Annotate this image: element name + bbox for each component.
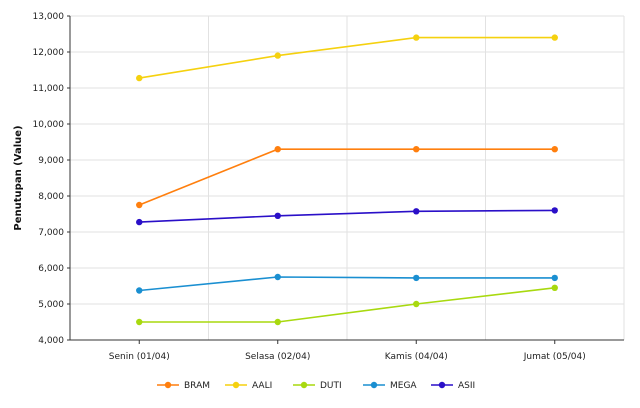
- data-point-bram: [413, 146, 420, 153]
- legend-marker-aali: [232, 381, 240, 389]
- series-line-asii: [139, 209, 555, 223]
- legend-label-asii: ASII: [458, 381, 475, 391]
- data-point-mega: [551, 274, 558, 282]
- data-point-duti: [551, 284, 558, 291]
- y-axis-label: Penutupan (Value): [13, 125, 24, 230]
- legend-marker-bram: [164, 381, 172, 389]
- data-point-mega: [274, 273, 281, 281]
- data-point-asii: [136, 218, 143, 226]
- axis-layer: 4,000 5,000 6,000 7,000 8,000 9,000 10,000 11,0…: [33, 12, 624, 362]
- data-point-asii: [274, 212, 281, 219]
- series-line-aali: [139, 36, 555, 79]
- y-tick-label: 8,000: [38, 192, 64, 202]
- legend-marker-asii: [438, 381, 446, 389]
- data-point-mega: [413, 274, 420, 282]
- data-point-aali: [413, 34, 420, 41]
- x-tick-label: Jumat (05/04): [523, 352, 586, 362]
- y-tick-label: 7,000: [38, 228, 64, 238]
- y-tick-label: 13,000: [33, 12, 65, 22]
- data-point-aali: [136, 74, 143, 82]
- x-tick-label: Kamis (04/04): [385, 352, 448, 362]
- y-tick-label: 6,000: [38, 264, 64, 274]
- y-tick-label: 9,000: [38, 156, 64, 166]
- data-point-duti: [413, 300, 420, 308]
- data-point-aali: [551, 34, 558, 41]
- y-tick-label: 10,000: [33, 120, 65, 130]
- x-tick-label: Selasa (02/04): [245, 352, 310, 362]
- y-tick-label: 12,000: [33, 48, 65, 58]
- grid-layer: [69, 15, 625, 341]
- data-point-asii: [551, 207, 558, 214]
- legend: BRAM AALI DUTI MEGA ASII: [157, 381, 475, 391]
- legend-marker-duti: [300, 381, 308, 389]
- data-point-mega: [136, 287, 143, 294]
- data-point-bram: [551, 146, 558, 153]
- x-tick-label: Senin (01/04): [109, 352, 170, 362]
- legend-label-bram: BRAM: [184, 381, 210, 391]
- legend-label-mega: MEGA: [390, 381, 417, 391]
- data-point-duti: [136, 318, 143, 326]
- series-layer: [136, 34, 558, 326]
- legend-marker-mega: [370, 381, 378, 389]
- data-point-aali: [274, 52, 281, 59]
- data-point-asii: [413, 208, 420, 215]
- y-tick-label: 4,000: [38, 336, 64, 346]
- data-point-bram: [136, 201, 143, 209]
- series-line-mega: [139, 276, 555, 292]
- series-line-bram: [138, 148, 555, 206]
- series-line-duti: [139, 287, 555, 323]
- data-point-bram: [274, 146, 281, 153]
- legend-label-aali: AALI: [252, 381, 272, 391]
- data-point-duti: [274, 318, 281, 326]
- y-tick-label: 11,000: [33, 84, 65, 94]
- legend-label-duti: DUTI: [320, 381, 342, 391]
- y-tick-label: 5,000: [38, 300, 64, 310]
